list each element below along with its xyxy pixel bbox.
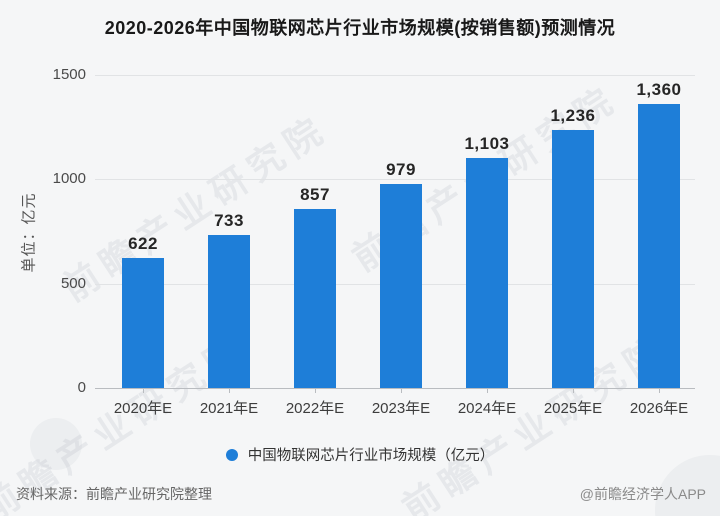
y-tick-label: 1000	[52, 170, 86, 188]
x-axis-label: 2021年E	[199, 400, 259, 417]
x-axis-tick	[573, 388, 574, 393]
bar	[466, 157, 508, 388]
bar-value-label: 857	[300, 185, 330, 205]
bar	[638, 104, 680, 388]
source-note: 资料来源：前瞻产业研究院整理	[16, 486, 212, 502]
x-axis-tick	[143, 388, 144, 393]
y-tick-label: 500	[60, 274, 86, 292]
x-axis-label: 2022年E	[285, 400, 345, 417]
x-axis-label: 2023年E	[371, 400, 431, 417]
y-tick-label: 0	[77, 379, 86, 396]
credit-note: @前瞻经济学人APP	[579, 486, 706, 502]
x-axis-label: 2025年E	[543, 400, 603, 417]
bar-value-label: 1,103	[464, 133, 510, 153]
legend: 中国物联网芯片行业市场规模（亿元）	[0, 444, 720, 465]
x-axis-tick	[229, 388, 230, 393]
legend-dot-icon	[225, 448, 238, 461]
bar-value-label: 979	[386, 159, 416, 179]
x-axis-tick	[659, 388, 660, 393]
bar	[122, 258, 164, 388]
chart-title: 2020-2026年中国物联网芯片行业市场规模(按销售额)预测情况	[104, 18, 616, 38]
y-tick-label: 1500	[52, 66, 86, 83]
x-axis-label: 2024年E	[457, 400, 517, 417]
y-axis-unit-label: 单位：亿元	[20, 192, 38, 273]
gridline	[95, 179, 695, 181]
bar	[380, 183, 422, 388]
legend-label: 中国物联网芯片行业市场规模（亿元）	[247, 448, 495, 464]
x-axis-tick	[401, 388, 402, 393]
gridline	[95, 75, 695, 76]
bar-value-label: 1,360	[636, 80, 682, 100]
x-axis-label: 2026年E	[629, 400, 689, 417]
bar	[208, 235, 250, 388]
bar-value-label: 622	[128, 234, 158, 254]
bar	[294, 209, 336, 388]
bar-value-label: 1,236	[550, 106, 596, 126]
x-axis-label: 2020年E	[113, 400, 173, 417]
bar-value-label: 733	[214, 211, 244, 231]
x-axis-tick	[315, 388, 316, 393]
x-axis-tick	[487, 388, 488, 393]
plot-area	[95, 75, 695, 393]
bar	[552, 130, 594, 388]
